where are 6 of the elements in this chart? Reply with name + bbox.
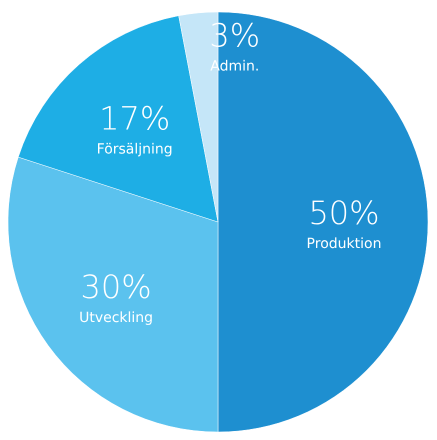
slice-label: Försäljning [96, 141, 173, 158]
data-label: 30% [80, 268, 152, 306]
slice-label: Utveckling [79, 310, 154, 326]
data-label: 50% [308, 194, 380, 232]
data-label: 17% [99, 99, 170, 138]
slice-label: Produktion [306, 236, 382, 252]
